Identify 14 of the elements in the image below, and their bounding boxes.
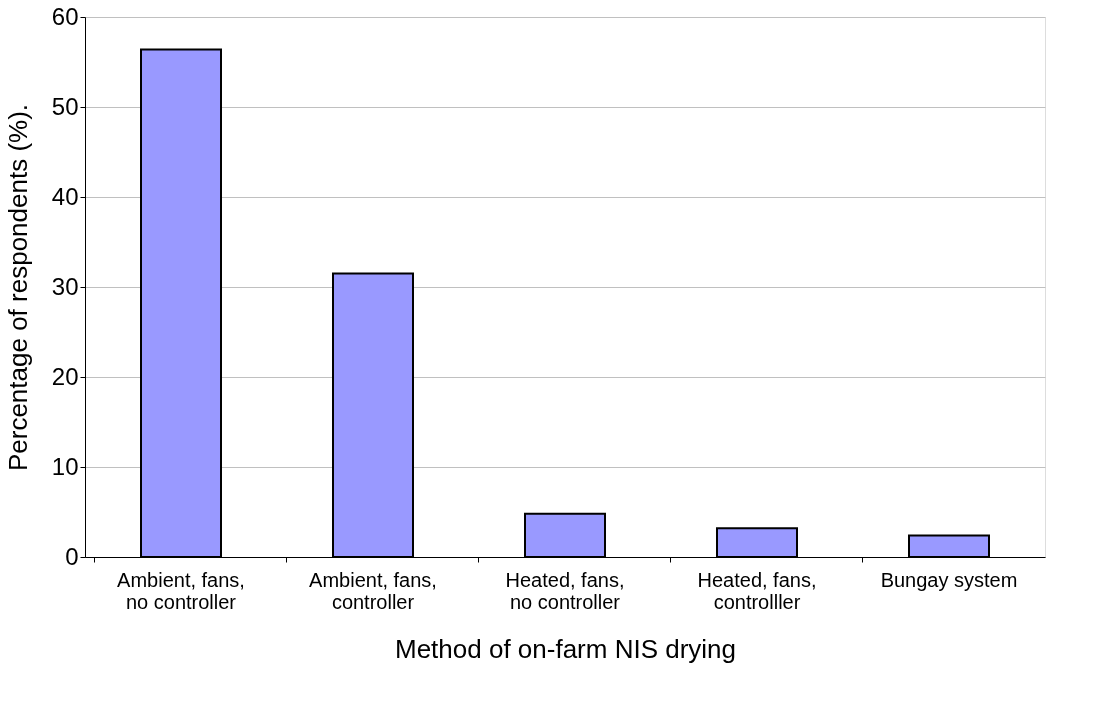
y-tick-label: 30 [51,272,79,300]
y-tick-label: 40 [51,182,79,210]
x-tick-label: Heated, fans, controlller [697,568,817,613]
y-tick-label: 50 [51,92,79,120]
y-axis-title: Percentage of respondents (%). [2,103,33,472]
y-tick-label: 0 [65,542,79,570]
y-tick-label: 10 [51,452,79,480]
x-tick-label: Ambient, fans, controller [309,568,437,613]
x-tick-label: Ambient, fans, no controller [117,568,245,613]
y-tick-label: 60 [51,2,79,30]
x-axis-title: Method of on-farm NIS drying [394,633,737,664]
y-tick-label: 20 [51,362,79,390]
x-tick-label: Bungay system [880,568,1018,591]
x-tick-label: Heated, fans, no controller [505,568,625,613]
